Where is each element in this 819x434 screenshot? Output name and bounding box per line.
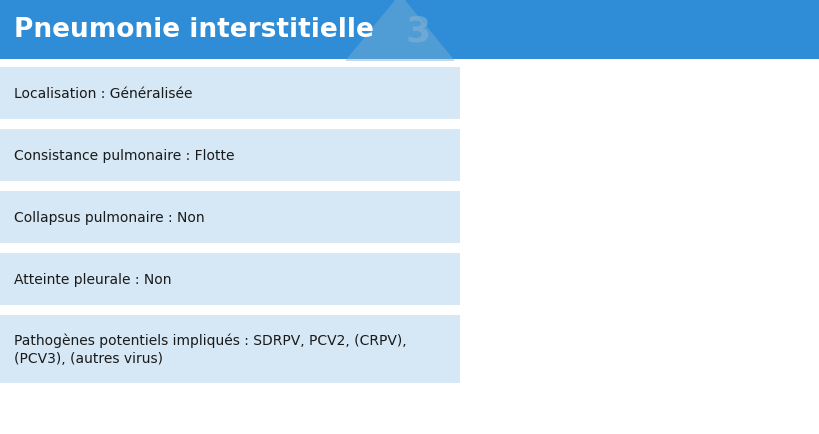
Bar xyxy=(0,68,459,120)
Text: Collapsus pulmonaire : Non: Collapsus pulmonaire : Non xyxy=(14,210,205,224)
Text: Consistance pulmonaire : Flotte: Consistance pulmonaire : Flotte xyxy=(14,149,234,163)
Text: Pathogènes potentiels impliqués : SDRPV, PCV2, (CRPV),
(PCV3), (autres virus): Pathogènes potentiels impliqués : SDRPV,… xyxy=(14,333,406,365)
Text: Atteinte pleurale : Non: Atteinte pleurale : Non xyxy=(14,273,171,286)
Text: Pneumonie interstitielle: Pneumonie interstitielle xyxy=(14,17,373,43)
Bar xyxy=(0,0,819,60)
Polygon shape xyxy=(345,0,455,62)
Bar xyxy=(0,191,459,243)
Text: Localisation : Généralisée: Localisation : Généralisée xyxy=(14,87,192,101)
Bar xyxy=(0,315,459,383)
Bar xyxy=(0,130,459,181)
Bar xyxy=(0,253,459,305)
Text: 3: 3 xyxy=(405,15,430,49)
